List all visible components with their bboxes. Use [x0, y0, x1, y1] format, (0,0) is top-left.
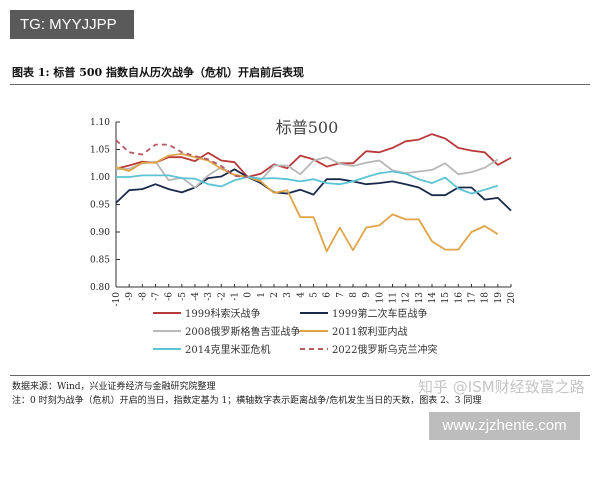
x-tick-label: -1 [231, 292, 241, 301]
x-tick-label: 8 [349, 292, 359, 298]
x-tick-label: -9 [125, 292, 135, 301]
x-tick-label: 5 [310, 292, 320, 298]
divider-bottom [10, 375, 590, 376]
x-tick-label: -5 [178, 292, 188, 301]
y-tick-label: 0.80 [90, 283, 110, 293]
x-tick-label: 11 [389, 292, 399, 303]
chart-note: 注：0 时刻为战争（危机）开启的当日，指数定基为 1；横轴数字表示距离战争/危机… [12, 396, 482, 406]
y-tick-label: 1.05 [90, 146, 110, 156]
x-tick-label: 2 [270, 292, 280, 298]
x-tick-label: 15 [441, 292, 451, 304]
x-tick-label: -10 [112, 292, 122, 307]
y-tick-label: 1.10 [90, 118, 110, 128]
x-tick-label: 19 [494, 292, 504, 304]
series-line-0 [115, 133, 512, 178]
y-tick-label: 0.85 [90, 256, 110, 266]
x-tick-label: -8 [138, 292, 148, 301]
legend-label: 2022俄罗斯乌克兰冲突 [332, 343, 437, 356]
x-tick-label: -3 [204, 292, 214, 301]
y-tick-label: 0.90 [90, 228, 110, 238]
series-line-2 [115, 156, 499, 189]
y-tick-label: 1.00 [90, 173, 110, 183]
legend-label: 1999第二次车臣战争 [332, 307, 427, 320]
x-tick-label: -4 [191, 292, 201, 301]
x-tick-label: 17 [468, 292, 478, 304]
legend-label: 1999科索沃战争 [185, 307, 260, 320]
x-tick-label: 6 [323, 292, 333, 298]
legend-label: 2014克里米亚危机 [185, 343, 270, 356]
data-source: 数据来源：Wind，兴业证券经济与金融研究院整理 [12, 382, 216, 392]
x-tick-label: 9 [362, 292, 372, 298]
watermark-site: www.zjzhente.com [429, 412, 580, 440]
series-line-4 [116, 170, 499, 195]
x-tick-label: 1 [257, 292, 267, 298]
legend-label: 2011叙利亚内战 [332, 325, 407, 338]
x-tick-label: -2 [217, 292, 227, 301]
x-tick-label: 10 [375, 292, 385, 304]
x-tick-label: 12 [402, 292, 412, 303]
x-tick-label: -6 [165, 292, 175, 301]
y-tick-label: 0.95 [90, 201, 110, 211]
watermark-tg: TG: MYYJJPP [10, 10, 134, 39]
x-tick-label: 16 [454, 292, 464, 304]
x-tick-label: 18 [481, 292, 491, 304]
x-tick-label: 20 [507, 292, 517, 304]
x-tick-label: 4 [296, 292, 306, 298]
x-tick-label: 0 [244, 292, 254, 298]
x-tick-label: 14 [428, 292, 438, 304]
divider-top [10, 84, 590, 85]
series-line-5 [115, 139, 248, 178]
series-line-1 [115, 168, 512, 212]
legend-label: 2008俄罗斯格鲁吉亚战争 [185, 325, 300, 338]
chart-title: 标普500 [276, 118, 339, 137]
series-line-3 [115, 153, 499, 253]
x-tick-label: -7 [152, 292, 162, 301]
x-tick-label: 13 [415, 292, 425, 304]
figure-title: 图表 1: 标普 500 指数自从历次战争（危机）开启前后表现 [12, 66, 304, 79]
x-tick-label: 3 [283, 292, 293, 298]
watermark-zhihu: 知乎 @ISM财经致富之路 [418, 378, 585, 396]
x-tick-label: 7 [336, 292, 346, 298]
